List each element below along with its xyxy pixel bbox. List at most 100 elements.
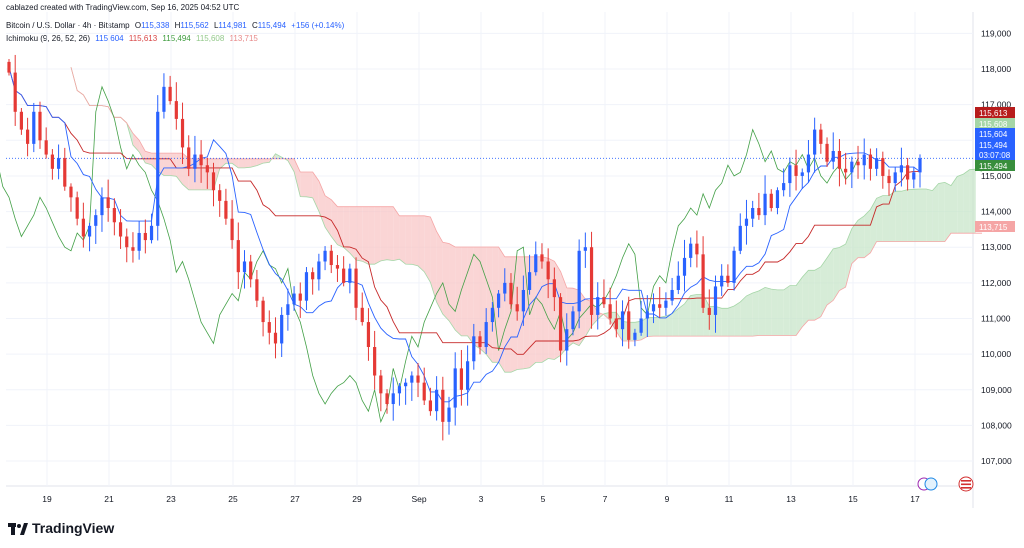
time-axis[interactable]: 19 21 23 25 27 29 Sep 3 5 7 9 11 13 15 17 <box>42 494 920 504</box>
candle-up <box>813 129 817 155</box>
cloud-segment-bull <box>882 195 890 242</box>
cloud-segment-bull <box>802 270 809 327</box>
candle-down <box>38 111 42 141</box>
price-axis[interactable]: 107,000 108,000 109,000 110,000 111,000 112,0… <box>981 28 1012 466</box>
price-tag-bg <box>975 139 1015 150</box>
candle-down <box>608 304 612 319</box>
cloud-segment-bear <box>411 215 419 266</box>
candle-down <box>168 86 172 102</box>
cloud-segment-bull <box>740 295 747 337</box>
cloud-segment-bull <box>672 308 679 337</box>
cloud-segment-bear <box>356 206 363 262</box>
candle-up <box>899 165 904 173</box>
price-tag-bg <box>975 160 1015 171</box>
x-tick-label: 3 <box>479 494 484 504</box>
candle-down <box>81 218 85 237</box>
cloud-segment-bull <box>771 289 778 336</box>
y-tick-label: 114,000 <box>981 207 1011 217</box>
candle-up <box>280 314 284 344</box>
cloud-segment-bull <box>653 317 660 337</box>
candle-up <box>323 250 327 262</box>
cloud-segment-bear <box>449 243 456 331</box>
candle-down <box>868 154 873 169</box>
candle-down <box>881 158 885 176</box>
candle-up <box>893 172 897 184</box>
candle-up <box>94 215 98 226</box>
cloud-segment-bear <box>263 158 270 164</box>
candle-up <box>800 172 804 176</box>
candle-down <box>695 243 699 255</box>
candle-up <box>670 289 674 301</box>
candle-down <box>118 222 123 237</box>
candle-down <box>224 200 228 219</box>
ichimoku-lines <box>0 67 973 424</box>
cloud-segment-bull <box>783 285 790 336</box>
cloud-segment-bull <box>944 182 951 242</box>
y-tick-label: 115,000 <box>981 171 1011 181</box>
cloud-segment-bear <box>541 256 549 363</box>
cloud-segment-bear <box>436 231 443 315</box>
x-tick-label: 11 <box>725 494 734 504</box>
candle-down <box>794 165 798 176</box>
cloud-segment-bull <box>820 258 828 317</box>
cloud-segment-bear <box>374 206 381 265</box>
candle-up <box>32 111 36 144</box>
candle-down <box>701 254 705 308</box>
cloud-segment-bear <box>498 246 505 373</box>
candle-up <box>521 289 525 312</box>
cloud-segment-bull <box>963 169 970 234</box>
cloud-segment-bull <box>895 191 902 242</box>
candle-up <box>490 307 494 323</box>
cloud-segment-bear <box>145 151 152 165</box>
candle-down <box>44 140 48 155</box>
cloud-segment-bull <box>721 308 728 337</box>
us-flag-icon[interactable] <box>958 476 974 492</box>
calendar-event-dot <box>924 477 938 491</box>
y-tick-label: 112,000 <box>981 278 1011 288</box>
lagging-value: 115,494 <box>162 34 191 43</box>
cloud-segment-bull <box>758 287 766 336</box>
candle-down <box>261 300 265 323</box>
candle-down <box>75 197 79 219</box>
price-tag-bg <box>975 118 1015 129</box>
candle-down <box>627 311 631 340</box>
cloud-segment-bear <box>362 206 369 265</box>
cloud-segment-bull <box>665 313 673 337</box>
cloud-segment-bear <box>244 158 251 168</box>
candle-up <box>583 247 587 251</box>
cloud-segment-bear <box>219 158 226 169</box>
cloud-segment-bull <box>647 317 654 337</box>
lead-a-value: 115,608 <box>195 34 225 43</box>
candle-up <box>744 218 749 226</box>
candle-up <box>713 286 718 315</box>
high-label: H <box>174 21 181 30</box>
x-tick-label: 7 <box>603 494 608 504</box>
cloud-segment-bear <box>232 158 239 168</box>
candle-down <box>112 208 116 223</box>
candle-down <box>379 375 383 394</box>
candle-up <box>639 318 643 333</box>
candle-up <box>397 386 402 394</box>
candle-up <box>763 193 767 216</box>
candle-up <box>633 332 637 340</box>
candle-down <box>478 336 482 348</box>
candle-up <box>651 304 656 312</box>
cloud-segment-bull <box>796 277 803 336</box>
candle-down <box>546 261 550 280</box>
candlesticks <box>7 54 922 441</box>
candle-down <box>211 172 216 191</box>
candle-down <box>273 332 278 344</box>
cloud-segment-bull <box>907 189 914 242</box>
cloud-segment-bull <box>684 295 691 337</box>
event-icons[interactable] <box>917 476 974 492</box>
candle-up <box>156 111 160 226</box>
cloud-segment-bull <box>765 287 772 336</box>
candle-up <box>788 165 792 184</box>
cloud-segment-bear <box>306 171 313 198</box>
calendar-event-icon[interactable] <box>917 477 938 491</box>
cloud-segment-bull <box>950 176 958 234</box>
high-value: 115,562 <box>180 21 209 30</box>
candle-down <box>819 129 823 144</box>
change-value: +156 (+0.14%) <box>291 21 345 30</box>
